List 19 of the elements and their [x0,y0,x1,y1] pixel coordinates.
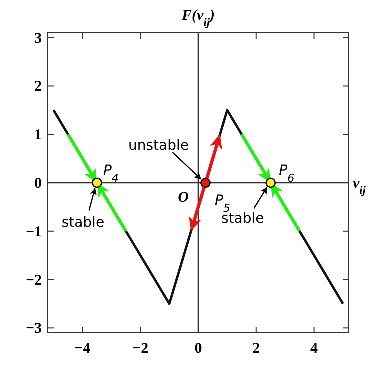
annotation: unstable [128,138,189,154]
x-tick-label: 2 [252,341,260,357]
ref-line-label: v$_{ij}$ [353,176,367,197]
chart-title: F(v$_{ij}$) [181,8,215,29]
x-tick-label: −4 [74,341,92,357]
y-tick-label: 3 [34,30,42,47]
x-tick-label: 4 [310,341,319,357]
y-tick-label: −3 [26,321,42,338]
y-tick-label: 1 [34,128,42,144]
y-tick-label: −2 [26,272,42,289]
annotation: stable [62,215,105,231]
y-tick-label: 2 [34,79,42,96]
annotation: P$_{4}$ [103,163,119,184]
annotation: O [178,190,190,206]
y-tick-label: 0 [34,176,42,192]
x-tick-label: −2 [132,341,149,357]
y-tick-label: −1 [26,224,42,240]
annotation: P$_{6}$ [279,163,295,184]
x-tick-label: 0 [194,341,202,357]
